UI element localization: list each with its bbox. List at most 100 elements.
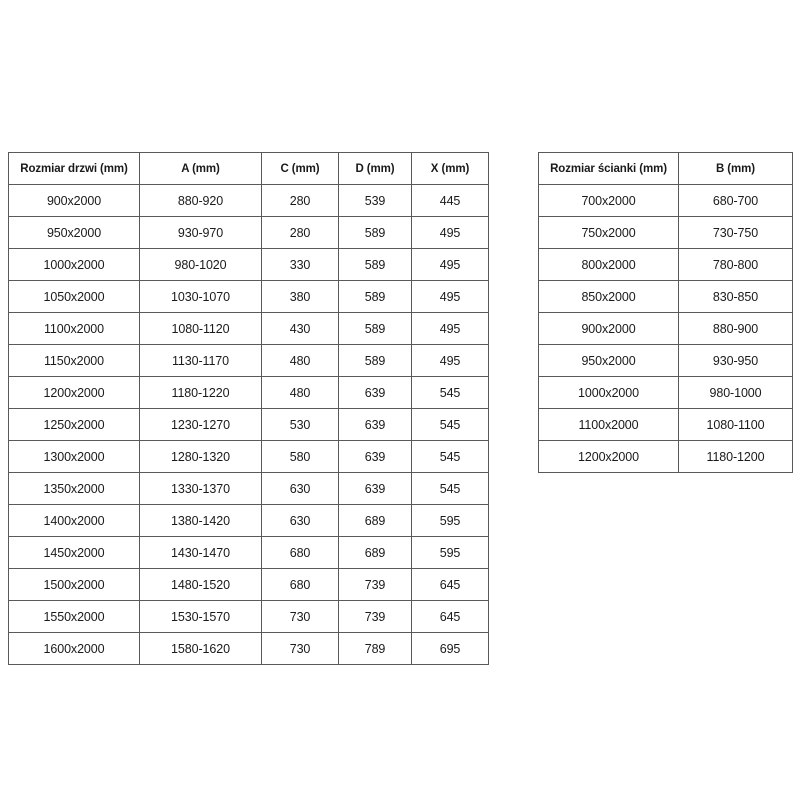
cell-a: 1180-1220: [139, 376, 262, 409]
table-row: 1150x2000 1130-1170 480 589 495: [8, 344, 489, 377]
cell-c: 330: [261, 248, 339, 281]
cell-d: 639: [338, 408, 412, 441]
cell-x: 495: [411, 280, 489, 313]
cell-c: 480: [261, 344, 339, 377]
cell-c: 280: [261, 216, 339, 249]
cell-x: 545: [411, 376, 489, 409]
cell-d: 589: [338, 312, 412, 345]
column-header-b: B (mm): [678, 152, 793, 185]
cell-b: 780-800: [678, 248, 793, 281]
cell-wall-size: 1100x2000: [538, 408, 679, 441]
cell-door-size: 1200x2000: [8, 376, 140, 409]
cell-c: 680: [261, 568, 339, 601]
table-row: 950x2000 930-950: [538, 344, 793, 377]
cell-b: 730-750: [678, 216, 793, 249]
wall-panel-size-table: Rozmiar ścianki (mm) B (mm) 700x2000 680-…: [538, 152, 793, 473]
cell-x: 495: [411, 248, 489, 281]
table-row: 1000x2000 980-1000: [538, 376, 793, 409]
cell-x: 445: [411, 184, 489, 217]
table-row: 1500x2000 1480-1520 680 739 645: [8, 568, 489, 601]
cell-d: 739: [338, 568, 412, 601]
table-row: 750x2000 730-750: [538, 216, 793, 249]
door-size-table-header: Rozmiar drzwi (mm) A (mm) C (mm) D (mm) …: [8, 152, 489, 185]
cell-a: 1530-1570: [139, 600, 262, 633]
table-row: 950x2000 930-970 280 589 495: [8, 216, 489, 249]
cell-x: 645: [411, 568, 489, 601]
cell-c: 280: [261, 184, 339, 217]
cell-d: 589: [338, 344, 412, 377]
cell-d: 589: [338, 280, 412, 313]
cell-b: 880-900: [678, 312, 793, 345]
cell-d: 639: [338, 472, 412, 505]
column-header-wall-size: Rozmiar ścianki (mm): [538, 152, 679, 185]
column-header-a: A (mm): [139, 152, 262, 185]
cell-wall-size: 950x2000: [538, 344, 679, 377]
cell-x: 695: [411, 632, 489, 665]
table-row: 1200x2000 1180-1220 480 639 545: [8, 376, 489, 409]
cell-c: 580: [261, 440, 339, 473]
cell-a: 1580-1620: [139, 632, 262, 665]
cell-door-size: 1600x2000: [8, 632, 140, 665]
cell-x: 495: [411, 312, 489, 345]
cell-c: 730: [261, 632, 339, 665]
table-header-row: Rozmiar drzwi (mm) A (mm) C (mm) D (mm) …: [8, 152, 489, 185]
door-size-table: Rozmiar drzwi (mm) A (mm) C (mm) D (mm) …: [8, 152, 489, 665]
cell-wall-size: 850x2000: [538, 280, 679, 313]
cell-door-size: 1150x2000: [8, 344, 140, 377]
table-row: 1200x2000 1180-1200: [538, 440, 793, 473]
cell-b: 980-1000: [678, 376, 793, 409]
column-header-c: C (mm): [261, 152, 339, 185]
table-row: 1600x2000 1580-1620 730 789 695: [8, 632, 489, 665]
door-size-table-body: 900x2000 880-920 280 539 445 950x2000 930-970 2…: [8, 184, 489, 665]
column-header-door-size: Rozmiar drzwi (mm): [8, 152, 140, 185]
table-row: 1050x2000 1030-1070 380 589 495: [8, 280, 489, 313]
cell-x: 545: [411, 440, 489, 473]
cell-a: 1080-1120: [139, 312, 262, 345]
cell-b: 930-950: [678, 344, 793, 377]
cell-c: 630: [261, 504, 339, 537]
cell-d: 789: [338, 632, 412, 665]
cell-door-size: 1500x2000: [8, 568, 140, 601]
cell-a: 1380-1420: [139, 504, 262, 537]
cell-d: 639: [338, 440, 412, 473]
table-row: 850x2000 830-850: [538, 280, 793, 313]
column-header-x: X (mm): [411, 152, 489, 185]
cell-a: 1330-1370: [139, 472, 262, 505]
cell-x: 545: [411, 408, 489, 441]
cell-wall-size: 1000x2000: [538, 376, 679, 409]
cell-wall-size: 700x2000: [538, 184, 679, 217]
cell-c: 480: [261, 376, 339, 409]
cell-door-size: 1100x2000: [8, 312, 140, 345]
table-row: 1100x2000 1080-1100: [538, 408, 793, 441]
cell-door-size: 1400x2000: [8, 504, 140, 537]
table-row: 1450x2000 1430-1470 680 689 595: [8, 536, 489, 569]
cell-a: 980-1020: [139, 248, 262, 281]
cell-door-size: 950x2000: [8, 216, 140, 249]
cell-c: 630: [261, 472, 339, 505]
wall-panel-size-table-body: 700x2000 680-700 750x2000 730-750 800x2000 78…: [538, 184, 793, 473]
cell-x: 595: [411, 504, 489, 537]
table-row: 1300x2000 1280-1320 580 639 545: [8, 440, 489, 473]
cell-b: 680-700: [678, 184, 793, 217]
cell-c: 680: [261, 536, 339, 569]
table-row: 1350x2000 1330-1370 630 639 545: [8, 472, 489, 505]
table-row: 1100x2000 1080-1120 430 589 495: [8, 312, 489, 345]
cell-d: 589: [338, 216, 412, 249]
cell-a: 1280-1320: [139, 440, 262, 473]
cell-door-size: 900x2000: [8, 184, 140, 217]
cell-wall-size: 1200x2000: [538, 440, 679, 473]
cell-x: 495: [411, 344, 489, 377]
wall-panel-size-table-header: Rozmiar ścianki (mm) B (mm): [538, 152, 793, 185]
cell-d: 589: [338, 248, 412, 281]
cell-a: 1130-1170: [139, 344, 262, 377]
cell-door-size: 1300x2000: [8, 440, 140, 473]
cell-c: 730: [261, 600, 339, 633]
table-row: 700x2000 680-700: [538, 184, 793, 217]
cell-d: 539: [338, 184, 412, 217]
column-header-d: D (mm): [338, 152, 412, 185]
cell-a: 930-970: [139, 216, 262, 249]
cell-door-size: 1350x2000: [8, 472, 140, 505]
cell-door-size: 1000x2000: [8, 248, 140, 281]
cell-c: 530: [261, 408, 339, 441]
